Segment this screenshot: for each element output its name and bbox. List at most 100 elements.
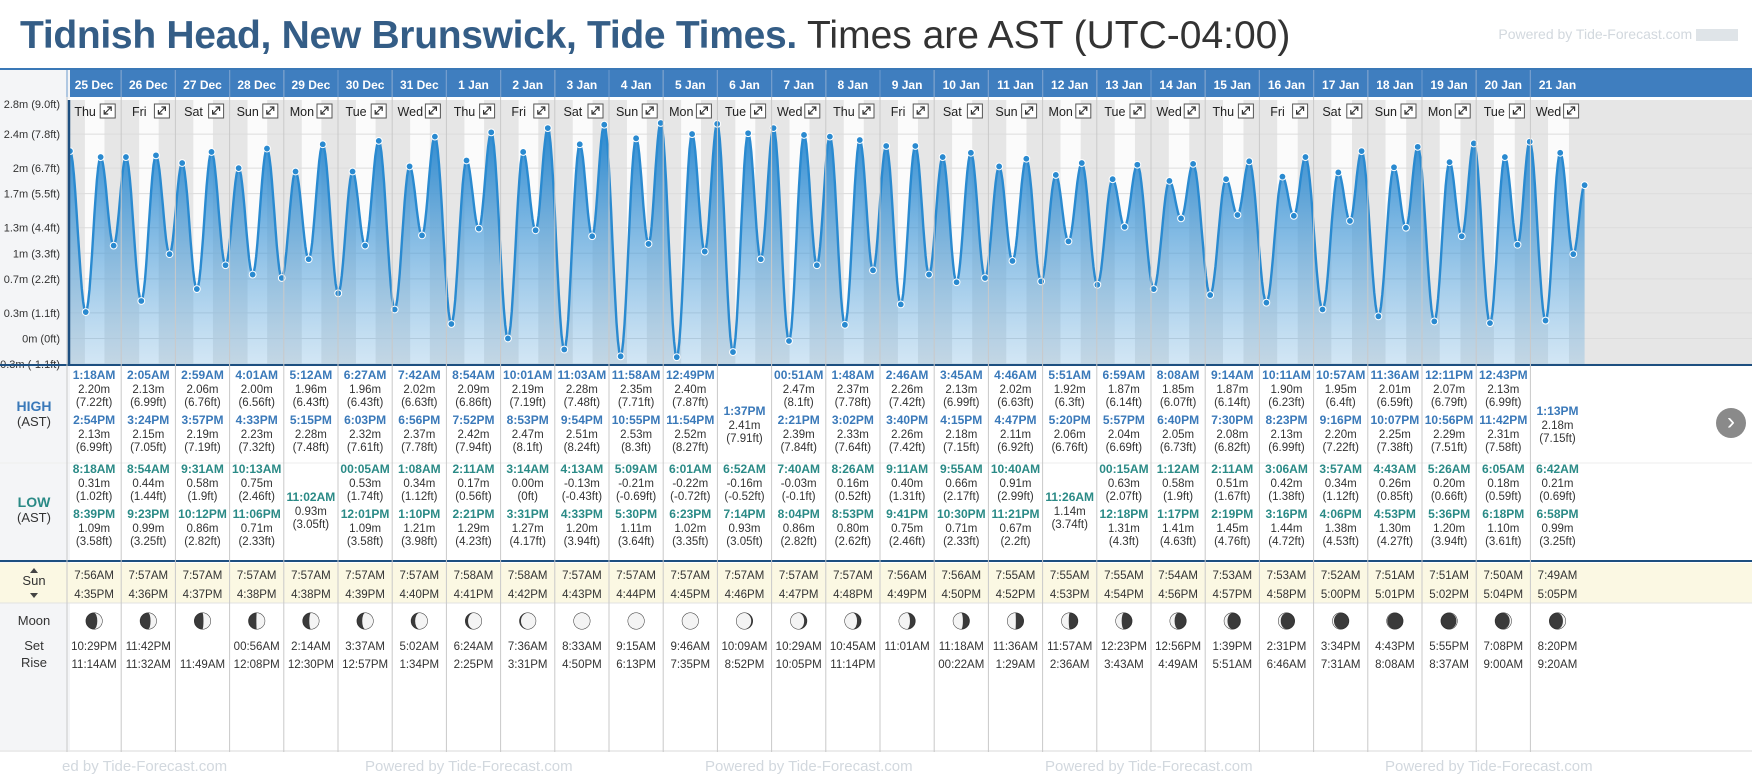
low-tide-height-m: -0.22m [672, 478, 708, 490]
expand-day-button[interactable] [533, 103, 550, 119]
expand-icon [103, 106, 112, 115]
top-rule [0, 68, 1752, 70]
low-tide-height-m: 0.00m [512, 478, 544, 490]
expand-day-button[interactable] [1021, 103, 1038, 119]
sunrise-time: 7:57AM [616, 570, 656, 582]
expand-icon [1133, 106, 1142, 115]
tide-point [1569, 250, 1578, 259]
tide-point [1177, 214, 1185, 223]
tide-point [137, 297, 146, 305]
tide-point [192, 285, 201, 293]
expand-day-button[interactable] [1346, 103, 1363, 119]
high-tide-time: 9:16PM [1320, 413, 1362, 427]
high-tide-height-ft: (6.59ft) [1377, 397, 1414, 409]
moonset-time: 9:46AM [670, 641, 710, 653]
low-tide-height-ft: (1.12ft) [401, 491, 438, 503]
sunset-time: 5:01PM [1375, 589, 1415, 601]
expand-day-button[interactable] [804, 103, 821, 119]
expand-day-button[interactable] [641, 103, 658, 119]
expand-day-button[interactable] [858, 103, 875, 119]
expand-day-button[interactable] [1508, 103, 1525, 119]
moonrise-time: 12:08PM [234, 659, 280, 671]
high-tide-height-m: 2.51m [566, 429, 598, 441]
moonset-time: 9:15AM [616, 641, 656, 653]
y-tick-label: 0.7m (2.2ft) [4, 274, 60, 286]
date-label: 29 Dec [292, 78, 331, 92]
tide-point [616, 352, 625, 361]
moonrise-time: 11:14AM [72, 659, 117, 671]
expand-icon [699, 106, 708, 115]
high-tide-height-m: 1.90m [1271, 384, 1303, 396]
expand-day-button[interactable] [99, 103, 116, 119]
moonset-time: 12:23PM [1101, 641, 1147, 653]
low-tide-height-m: 0.44m [132, 478, 164, 490]
expand-icon [483, 106, 492, 115]
high-tide-height-m: 2.02m [1000, 384, 1032, 396]
tide-point [1245, 157, 1254, 166]
expand-day-button[interactable] [262, 103, 279, 119]
date-label: 7 Jan [783, 78, 814, 92]
tide-point [656, 119, 665, 127]
social-icons[interactable] [1696, 29, 1738, 42]
low-tide-height-m: 0.75m [241, 478, 273, 490]
expand-day-button[interactable] [695, 103, 712, 119]
high-tide-height-m: 2.47m [512, 429, 544, 441]
sunset-time: 4:38PM [237, 589, 277, 601]
tide-point [462, 156, 471, 165]
tide-point [390, 305, 399, 314]
moon-lit-part [899, 613, 910, 629]
moon-lit-part [1557, 613, 1566, 629]
brand-credit-top[interactable]: Powered by Tide-Forecast.com [1498, 26, 1738, 42]
low-tide-time: 3:57AM [1319, 462, 1362, 476]
low-tide-time: 8:53PM [832, 507, 874, 521]
low-tide-time: 2:11AM [1211, 462, 1253, 476]
high-tide-height-ft: (7.19ft) [184, 442, 221, 454]
expand-day-button[interactable] [1237, 103, 1254, 119]
expand-day-button[interactable] [1129, 103, 1146, 119]
date-label: 27 Dec [183, 78, 222, 92]
moon-phase-icon [1061, 612, 1079, 630]
low-tide-height-ft: (1.38ft) [1268, 491, 1305, 503]
expand-day-button[interactable] [1400, 103, 1417, 119]
footer-brand-credit: ed by Tide-Forecast.com [62, 758, 228, 775]
low-tide-time: 11:02AM [287, 490, 336, 504]
scroll-right-button[interactable]: › [1716, 408, 1746, 438]
expand-day-button[interactable] [1292, 103, 1309, 119]
high-tide-time: 7:52PM [452, 413, 494, 427]
low-tide-time: 3:31PM [507, 507, 549, 521]
sunset-time: 4:58PM [1267, 589, 1307, 601]
expand-day-button[interactable] [208, 103, 225, 119]
expand-day-button[interactable] [1075, 103, 1092, 119]
expand-day-button[interactable] [153, 103, 170, 119]
expand-day-button[interactable] [370, 103, 387, 119]
expand-day-button[interactable] [966, 103, 983, 119]
tide-point [1413, 142, 1422, 151]
expand-day-button[interactable] [424, 103, 441, 119]
weekday-label: Thu [74, 105, 96, 119]
tide-point [152, 151, 160, 160]
high-row-label: HIGH [17, 398, 52, 414]
high-tide-height-ft: (7.91ft) [726, 433, 763, 445]
expand-day-button[interactable] [1183, 103, 1200, 119]
sun-row-label: Sun [22, 573, 45, 588]
expand-day-button[interactable] [1563, 103, 1580, 119]
moonset-time: 5:02AM [399, 641, 439, 653]
low-tide-height-ft: (3.25ft) [1539, 536, 1576, 548]
expand-day-button[interactable] [750, 103, 767, 119]
expand-day-button[interactable] [912, 103, 929, 119]
high-tide-height-m: 1.95m [1325, 384, 1357, 396]
high-row-sublabel: (AST) [17, 414, 51, 429]
tide-point [1541, 316, 1550, 325]
expand-icon [428, 106, 437, 115]
expand-day-button[interactable] [316, 103, 333, 119]
date-label: 10 Jan [943, 78, 980, 92]
expand-day-button[interactable] [1454, 103, 1471, 119]
weekday-label: Sat [564, 105, 583, 119]
expand-day-button[interactable] [587, 103, 604, 119]
date-label: 6 Jan [729, 78, 760, 92]
day-column: 27 DecSat2:59AM2.06m(6.76ft)3:57PM2.19m(… [174, 70, 229, 752]
day-column: 18 Jan Sun 11:36AM 2.01m(6.59ft) 10:07PM 2.25… [1367, 70, 1421, 752]
low-tide-height-m: 0.34m [1325, 478, 1357, 490]
moonrise-time: 2:36AM [1050, 659, 1090, 671]
expand-day-button[interactable] [479, 103, 496, 119]
